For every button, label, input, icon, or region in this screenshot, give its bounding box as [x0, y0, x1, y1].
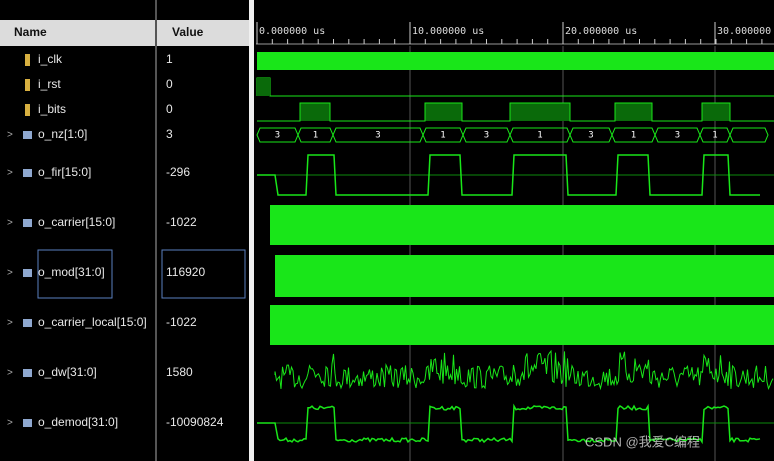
bus-label: 3	[588, 131, 593, 141]
fir-wave	[257, 154, 760, 196]
signal-value: 0	[166, 77, 173, 91]
bus-icon	[23, 169, 32, 177]
ruler-label: 30.000000	[717, 26, 771, 37]
bus-label: 1	[313, 131, 318, 141]
bus-icon	[23, 219, 32, 227]
signal-name[interactable]: o_demod[31:0]	[38, 415, 118, 429]
signal-value: -1022	[166, 315, 197, 329]
expand-arrow: >	[7, 268, 13, 279]
expand-arrow: >	[7, 418, 13, 429]
bus-label: 1	[712, 131, 717, 141]
bus-icon	[23, 369, 32, 377]
signal-name[interactable]: o_mod[31:0]	[38, 265, 105, 279]
bus-label: 3	[375, 131, 380, 141]
signal-name[interactable]: o_fir[15:0]	[38, 165, 91, 179]
bus-icon	[23, 419, 32, 427]
bus-label: 3	[675, 131, 680, 141]
bus-icon	[23, 131, 32, 139]
bits-wave	[257, 102, 774, 122]
signal-value: 116920	[166, 265, 205, 279]
bus-icon	[23, 319, 32, 327]
name-header-bg	[0, 20, 155, 46]
value-header[interactable]: Value	[172, 25, 204, 39]
signal-name[interactable]: i_bits	[38, 102, 66, 116]
signal-value: 1	[166, 52, 173, 66]
selection-box	[37, 249, 113, 299]
expand-arrow: >	[7, 318, 13, 329]
ruler-label: 0.000000 us	[259, 26, 325, 37]
bit-icon	[25, 54, 30, 66]
column-divider	[155, 0, 157, 461]
signal-value: -1022	[166, 215, 197, 229]
signal-name[interactable]: i_clk	[38, 52, 63, 66]
signal-name[interactable]: o_dw[31:0]	[38, 365, 97, 379]
carrier-local-wave	[270, 305, 774, 345]
bits-high	[300, 103, 330, 121]
signal-value: 1580	[166, 365, 193, 379]
demod-wave	[257, 403, 761, 445]
name-header[interactable]: Name	[14, 25, 47, 39]
signal-value: 3	[166, 127, 173, 141]
signal-value: -296	[166, 165, 190, 179]
bus-icon	[23, 269, 32, 277]
expand-arrow: >	[7, 218, 13, 229]
bits-high	[425, 103, 462, 121]
carrier-wave	[270, 205, 774, 245]
bit-icon	[25, 79, 30, 91]
signal-name[interactable]: o_carrier_local[15:0]	[38, 315, 147, 329]
expand-arrow: >	[7, 130, 13, 141]
bus-label: 3	[484, 131, 489, 141]
watermark: CSDN @我爱C编程	[585, 434, 700, 449]
selection-box	[161, 249, 246, 299]
bus-label: 1	[440, 131, 445, 141]
bits-high	[702, 103, 730, 121]
bus-segment	[729, 127, 769, 143]
signal-name[interactable]: o_carrier[15:0]	[38, 215, 115, 229]
signal-name[interactable]: i_rst	[38, 77, 61, 91]
rst-high	[257, 78, 270, 96]
bits-high	[615, 103, 652, 121]
pane-divider	[249, 0, 254, 461]
expand-arrow: >	[7, 168, 13, 179]
ruler-label: 10.000000 us	[412, 26, 484, 37]
mod-wave	[275, 255, 774, 297]
ruler-label: 20.000000 us	[565, 26, 637, 37]
value-header-bg	[157, 20, 249, 46]
dw-wave	[274, 349, 774, 391]
signal-value: -10090824	[166, 415, 224, 429]
bit-icon	[25, 104, 30, 116]
bus-label: 1	[537, 131, 542, 141]
bus-label: 1	[631, 131, 636, 141]
signal-name[interactable]: o_nz[1:0]	[38, 127, 87, 141]
signal-value: 0	[166, 102, 173, 116]
clk-wave	[257, 52, 774, 70]
expand-arrow: >	[7, 368, 13, 379]
bits-high	[510, 103, 570, 121]
bus-label: 3	[275, 131, 280, 141]
